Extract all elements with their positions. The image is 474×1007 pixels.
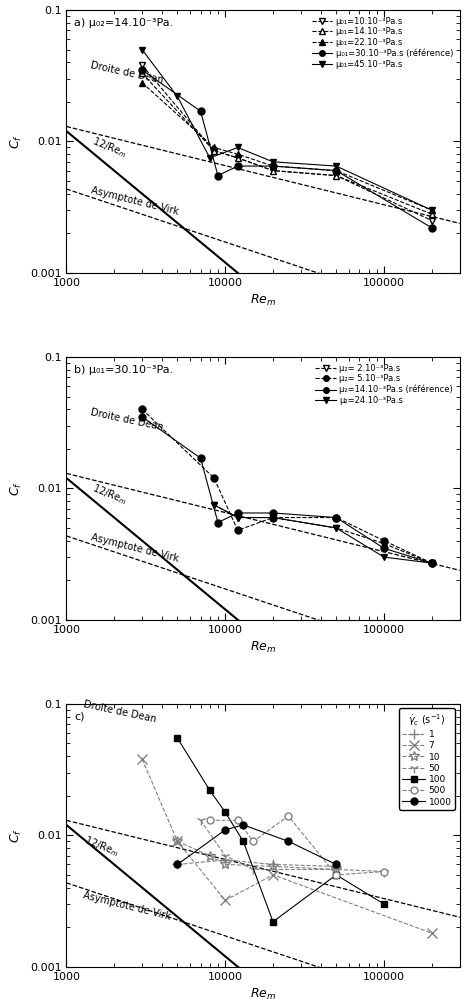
Text: Droite de Dean: Droite de Dean xyxy=(82,699,157,724)
Text: c): c) xyxy=(74,712,85,722)
Legend: 1, 7, 10, 50, 100, 500, 1000: 1, 7, 10, 50, 100, 500, 1000 xyxy=(399,708,455,811)
X-axis label: $Re_m$: $Re_m$ xyxy=(250,640,276,656)
Y-axis label: $C_f$: $C_f$ xyxy=(9,481,24,495)
Text: Asymptote de Virk: Asymptote de Virk xyxy=(90,185,180,218)
Text: 12/Re$_m$: 12/Re$_m$ xyxy=(90,481,129,508)
Text: Droite de Dean: Droite de Dean xyxy=(90,60,164,86)
X-axis label: $Re_m$: $Re_m$ xyxy=(250,293,276,308)
Text: Droite de Dean: Droite de Dean xyxy=(90,408,164,433)
Text: Asymptote de Virk: Asymptote de Virk xyxy=(82,890,172,921)
Y-axis label: $C_f$: $C_f$ xyxy=(9,828,24,843)
Text: 12/Re$_m$: 12/Re$_m$ xyxy=(90,135,129,161)
Legend: μ₀₁=10.10⁻³Pa.s, μ₀₁=14.10⁻³Pa.s, μ₀₁=22.10⁻³Pa.s, μ₀₁=30.10⁻³Pa.s (référence), : μ₀₁=10.10⁻³Pa.s, μ₀₁=14.10⁻³Pa.s, μ₀₁=22… xyxy=(309,14,456,71)
Text: Asymptote de Virk: Asymptote de Virk xyxy=(90,533,180,564)
Text: b) μ₀₁=30.10⁻³Pa.: b) μ₀₁=30.10⁻³Pa. xyxy=(74,365,173,375)
Text: 12/Re$_m$: 12/Re$_m$ xyxy=(82,834,121,860)
Text: a) μ₀₂=14.10⁻³Pa.: a) μ₀₂=14.10⁻³Pa. xyxy=(74,18,173,28)
Legend: μ₂= 2.10⁻³Pa.s, μ₂= 5.10⁻³Pa.s, μ₂=14.10⁻³Pa.s (référence), μ₂=24.10⁻³Pa.s: μ₂= 2.10⁻³Pa.s, μ₂= 5.10⁻³Pa.s, μ₂=14.10… xyxy=(313,362,456,408)
X-axis label: $Re_m$: $Re_m$ xyxy=(250,987,276,1002)
Y-axis label: $C_f$: $C_f$ xyxy=(9,134,24,149)
